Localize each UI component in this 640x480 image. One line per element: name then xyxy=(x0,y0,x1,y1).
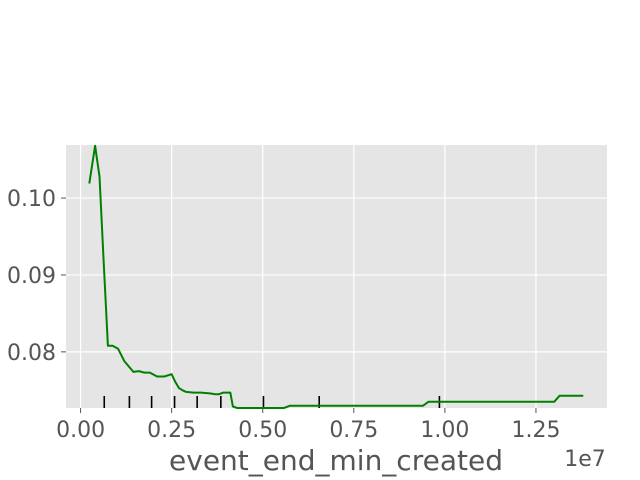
plot-background xyxy=(66,145,607,408)
series-line xyxy=(88,144,584,409)
x-axis: 0.00 0.25 0.50 0.75 1.00 1.25 xyxy=(56,408,560,443)
y-tick-label: 0.08 xyxy=(7,341,56,366)
x-tick-label: 1.00 xyxy=(420,418,469,443)
x-tick-label: 1.25 xyxy=(511,418,560,443)
y-axis: 0.08 0.09 0.10 xyxy=(7,187,66,366)
x-tick-label: 0.50 xyxy=(238,418,287,443)
x-tick-label: 0.00 xyxy=(56,418,105,443)
x-tick-label: 0.25 xyxy=(147,418,196,443)
x-axis-offset-label: 1e7 xyxy=(564,447,606,472)
grid xyxy=(66,145,607,408)
y-tick-label: 0.10 xyxy=(7,187,56,212)
y-tick-label: 0.09 xyxy=(7,264,56,289)
x-axis-label: event_end_min_created xyxy=(169,444,503,477)
x-tick-label: 0.75 xyxy=(329,418,378,443)
series-group xyxy=(88,144,584,409)
